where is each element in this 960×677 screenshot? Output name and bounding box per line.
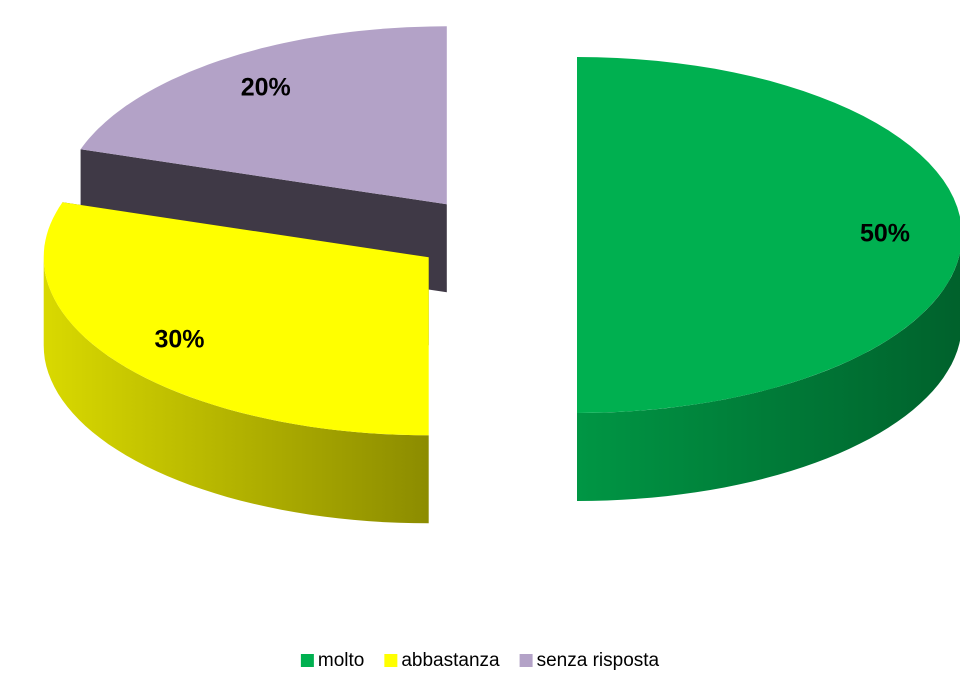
slice [80, 26, 447, 205]
slice-side [43, 257, 429, 524]
slice-side [577, 252, 960, 501]
legend: molto abbastanza senza risposta [300, 650, 660, 671]
data-label: 50% [860, 220, 910, 248]
legend-label: molto [318, 650, 364, 671]
legend-swatch [519, 654, 533, 667]
data-label: 30% [154, 326, 204, 354]
legend-label: abbastanza [401, 650, 500, 671]
legend-label: senza risposta [537, 650, 660, 671]
legend-swatch [384, 654, 398, 667]
slice [577, 57, 960, 413]
data-label: 20% [241, 74, 291, 102]
pie: 50% 30% 20% [43, 26, 960, 524]
slice [43, 202, 429, 436]
legend-swatch [300, 654, 314, 667]
